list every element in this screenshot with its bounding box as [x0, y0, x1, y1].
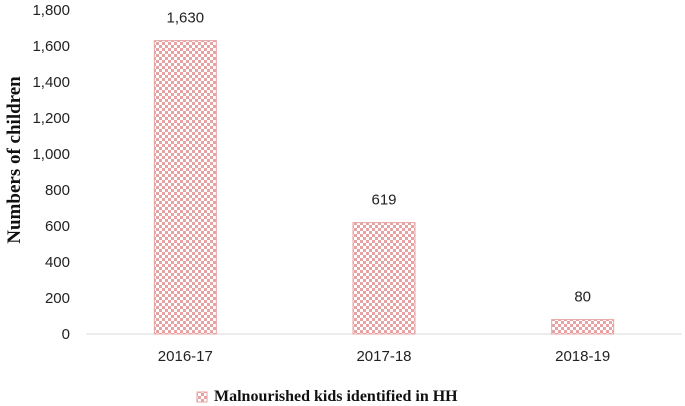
y-tick-label: 600: [45, 218, 70, 235]
bars: [153, 40, 615, 335]
data-label: 1,630: [167, 10, 205, 27]
legend-swatch: [196, 391, 208, 403]
y-tick-label: 1,600: [32, 38, 70, 55]
bar-2017-18: [352, 222, 416, 335]
legend: Malnourished kids identified in HH: [196, 388, 458, 405]
y-tick-label: 800: [45, 182, 70, 199]
data-label: 80: [574, 289, 591, 306]
x-tick-label: 2017-18: [356, 348, 411, 365]
y-tick-label: 1,000: [32, 146, 70, 163]
y-tick-label: 400: [45, 254, 70, 271]
data-labels: 1,630 619 80: [167, 10, 591, 306]
y-tick-label: 0: [62, 326, 70, 343]
y-tick-label: 200: [45, 290, 70, 307]
y-tick-label: 1,800: [32, 2, 70, 19]
x-axis-ticks: 2016-17 2017-18 2018-19: [158, 348, 610, 365]
y-axis-title: Numbers of children: [4, 76, 25, 244]
legend-label: Malnourished kids identified in HH: [214, 388, 458, 405]
bar-2016-17: [153, 40, 217, 335]
bar-2018-19: [551, 319, 615, 335]
y-tick-label: 1,400: [32, 74, 70, 91]
y-tick-label: 1,200: [32, 110, 70, 127]
data-label: 619: [371, 192, 396, 209]
x-tick-label: 2016-17: [158, 348, 213, 365]
y-axis-ticks: 0 200 400 600 800 1,000 1,200 1,400 1,600 1,800: [32, 2, 70, 343]
x-tick-label: 2018-19: [555, 348, 610, 365]
